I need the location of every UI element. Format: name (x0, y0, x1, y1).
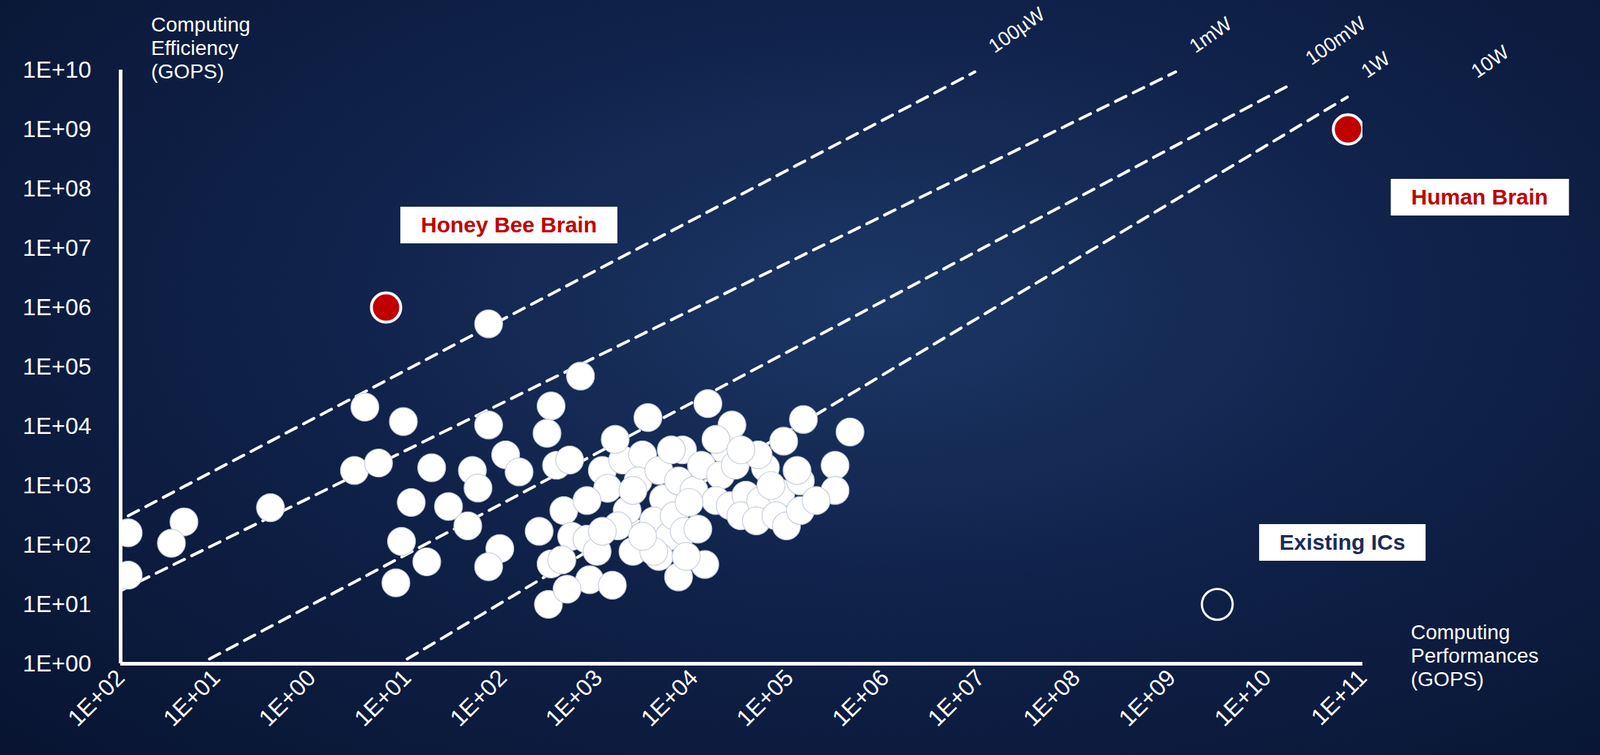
svg-text:1E+09: 1E+09 (22, 115, 91, 143)
svg-text:1E+00: 1E+00 (253, 664, 322, 732)
svg-text:1E+04: 1E+04 (635, 664, 704, 732)
svg-text:100mW: 100mW (1301, 11, 1371, 69)
html-text:(GOPS): (GOPS) (1410, 668, 1484, 692)
svg-text:1E+06: 1E+06 (22, 294, 91, 321)
svg-text:1E+05: 1E+05 (22, 353, 91, 380)
svg-text:1E+02: 1E+02 (22, 531, 91, 559)
svg-text:1E+10: 1E+10 (1209, 664, 1277, 732)
html-text:(GOPS): (GOPS) (151, 60, 225, 84)
svg-text:1E+03: 1E+03 (22, 472, 91, 499)
svg-text:1E+06: 1E+06 (827, 664, 895, 732)
svg-text:1E+00: 1E+00 (22, 650, 91, 677)
svg-text:1E+04: 1E+04 (22, 412, 91, 440)
html-text:Performances: Performances (1410, 644, 1539, 668)
svg-text:1mW: 1mW (1184, 12, 1236, 58)
svg-text:1E+07: 1E+07 (922, 664, 990, 732)
svg-text:10W: 10W (1467, 41, 1514, 83)
html-text:Computing: Computing (151, 13, 251, 36)
svg-text:1E+01: 1E+01 (349, 664, 417, 732)
svg-text:1E+11: 1E+11 (1305, 664, 1372, 731)
svg-text:1E+10: 1E+10 (22, 56, 91, 83)
svg-text:1E+03: 1E+03 (540, 664, 608, 732)
html-text:Honey Bee Brain: Honey Bee Brain (420, 212, 597, 237)
svg-text:1E+05: 1E+05 (731, 664, 799, 732)
html-text:Efficiency: Efficiency (151, 36, 239, 60)
html-text:Existing ICs: Existing ICs (1279, 530, 1406, 555)
svg-text:1E+01: 1E+01 (22, 591, 91, 618)
svg-text:1E+01: 1E+01 (157, 664, 226, 732)
html-text:Human Brain: Human Brain (1411, 184, 1549, 209)
svg-text:1E+07: 1E+07 (22, 234, 91, 262)
svg-text:1E+08: 1E+08 (1017, 664, 1086, 732)
html-text:Computing: Computing (1410, 621, 1511, 644)
svg-text:1E+02: 1E+02 (62, 664, 130, 732)
svg-text:100µW: 100µW (984, 2, 1050, 58)
svg-text:1E+09: 1E+09 (1113, 664, 1182, 732)
svg-text:1W: 1W (1357, 46, 1395, 83)
svg-text:1E+08: 1E+08 (22, 175, 91, 202)
svg-text:1E+02: 1E+02 (444, 664, 512, 732)
